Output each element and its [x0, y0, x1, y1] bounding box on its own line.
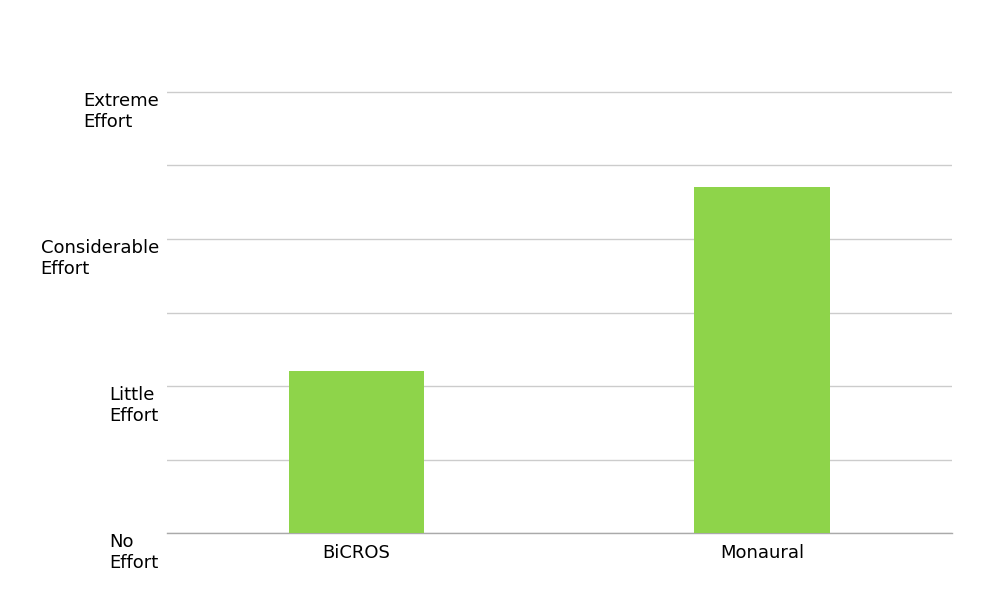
Text: No
Effort: No Effort [110, 533, 159, 572]
Text: Extreme
Effort: Extreme Effort [83, 92, 159, 130]
Text: Little
Effort: Little Effort [110, 386, 159, 425]
Bar [288, 371, 424, 533]
Bar [695, 187, 830, 533]
Text: Considerable
Effort: Considerable Effort [40, 239, 159, 278]
